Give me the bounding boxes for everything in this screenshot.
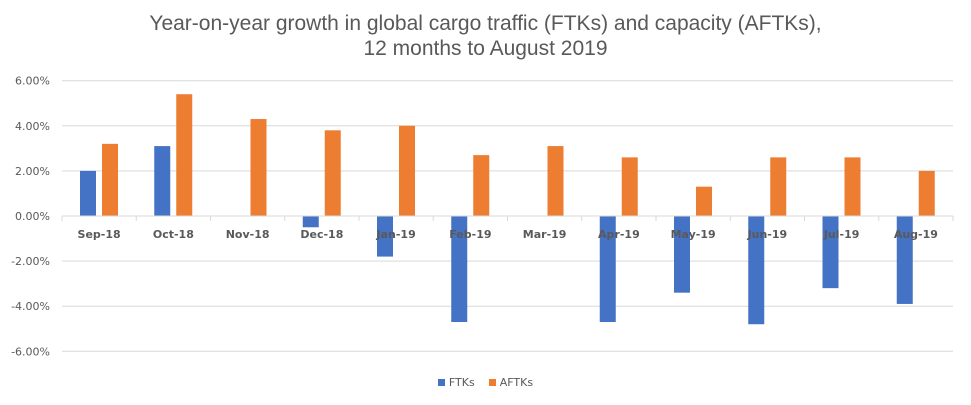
x-tick-label: Jun-19 <box>747 228 788 241</box>
bar-ftks-apr-19 <box>599 216 616 322</box>
y-tick-label: 4.00% <box>15 120 50 133</box>
x-tick-label: Oct-18 <box>153 228 194 241</box>
bar-aftks-apr-19 <box>621 157 638 216</box>
bar-aftks-dec-18 <box>324 130 341 216</box>
bar-ftks-dec-18 <box>302 216 319 228</box>
x-tick-label: Apr-19 <box>598 228 640 241</box>
legend-swatch-aftks <box>488 379 496 386</box>
legend-label-ftks: FTKs <box>448 376 475 389</box>
x-tick-label: Dec-18 <box>300 228 343 241</box>
bar-ftks-oct-18 <box>154 146 171 216</box>
bar-ftks-jan-19 <box>377 216 393 257</box>
x-tick-label: Feb-19 <box>449 228 491 241</box>
bar-aftks-oct-18 <box>176 94 193 216</box>
bar-aftks-feb-19 <box>473 155 490 216</box>
x-tick-label: Mar-19 <box>523 228 567 241</box>
chart-title: Year-on-year growth in global cargo traf… <box>149 12 822 35</box>
bar-ftks-feb-19 <box>451 216 468 322</box>
y-tick-label: 6.00% <box>15 75 50 88</box>
x-tick-label: Nov-18 <box>226 228 270 241</box>
bar-aftks-aug-19 <box>918 170 935 216</box>
bar-aftks-jun-19 <box>770 157 787 216</box>
bar-ftks-jul-19 <box>822 216 839 289</box>
x-tick-label: May-19 <box>671 228 716 241</box>
y-tick-label: 2.00% <box>15 165 50 178</box>
x-tick-label: Aug-19 <box>894 228 938 241</box>
legend-item-aftks: AFTKs <box>488 376 534 389</box>
bar-aftks-mar-19 <box>547 146 564 216</box>
bar-ftks-jun-19 <box>748 216 765 325</box>
y-tick-label: -2.00% <box>11 255 50 268</box>
x-tick-label: Jul-19 <box>823 228 860 241</box>
legend-label-aftks: AFTKs <box>499 376 534 389</box>
y-tick-label: 0.00% <box>15 210 50 223</box>
bar-aftks-sep-18 <box>102 143 118 216</box>
legend-swatch-ftks <box>437 379 445 386</box>
x-tick-label: Sep-18 <box>78 228 121 241</box>
legend: FTKs AFTKs <box>0 376 971 389</box>
bar-aftks-nov-18 <box>250 119 267 216</box>
chart-subtitle: 12 months to August 2019 <box>363 37 608 60</box>
bar-aftks-may-19 <box>696 186 712 216</box>
y-tick-label: -6.00% <box>11 345 50 358</box>
bar-ftks-aug-19 <box>896 216 913 304</box>
x-tick-label: Jan-19 <box>376 228 416 241</box>
bar-ftks-sep-18 <box>80 170 96 216</box>
legend-item-ftks: FTKs <box>437 376 475 389</box>
bar-ftks-may-19 <box>674 216 690 293</box>
y-tick-label: -4.00% <box>11 300 50 313</box>
bar-aftks-jan-19 <box>399 125 415 216</box>
bar-aftks-jul-19 <box>844 157 861 216</box>
